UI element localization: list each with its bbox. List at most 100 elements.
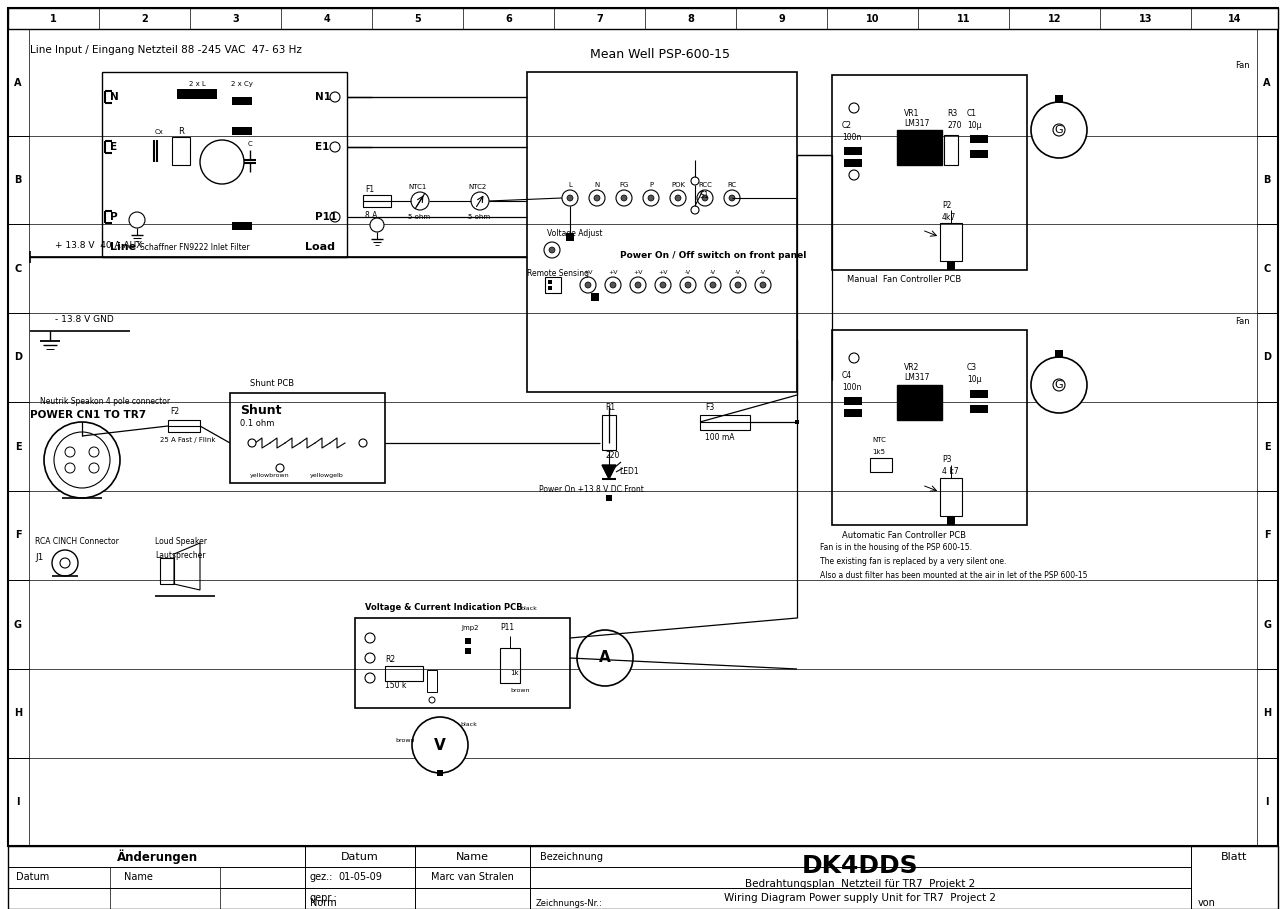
Bar <box>527 72 797 392</box>
Bar <box>172 137 190 165</box>
Text: 13: 13 <box>1138 14 1152 24</box>
Text: L: L <box>568 182 572 188</box>
Bar <box>844 159 862 167</box>
Circle shape <box>849 353 859 363</box>
Text: 1k5: 1k5 <box>872 449 885 455</box>
Text: 6: 6 <box>505 14 512 24</box>
Circle shape <box>412 192 430 210</box>
Text: Line Input / Eingang Netzteil 88 -245 VAC  47- 63 Hz: Line Input / Eingang Netzteil 88 -245 VA… <box>30 45 302 55</box>
Bar <box>231 97 252 105</box>
Text: 3: 3 <box>233 14 239 24</box>
Bar <box>1256 224 1278 313</box>
Text: +V: +V <box>658 269 667 275</box>
Text: Fan: Fan <box>1236 317 1250 326</box>
Text: RCA CINCH Connector: RCA CINCH Connector <box>35 537 118 546</box>
Circle shape <box>702 195 709 201</box>
Text: Name: Name <box>123 872 153 882</box>
Bar <box>8 136 30 224</box>
Bar <box>500 648 520 683</box>
Text: Voltage Adjust: Voltage Adjust <box>547 229 603 238</box>
Circle shape <box>724 190 739 206</box>
Circle shape <box>365 673 376 683</box>
Circle shape <box>248 439 256 447</box>
Text: Wiring Diagram Power supply Unit for TR7  Project 2: Wiring Diagram Power supply Unit for TR7… <box>724 893 995 903</box>
Bar <box>1256 491 1278 580</box>
Bar <box>844 397 862 405</box>
Circle shape <box>710 282 716 288</box>
Text: F: F <box>1264 531 1271 541</box>
Circle shape <box>66 463 75 473</box>
Circle shape <box>365 653 376 663</box>
Text: H: H <box>14 708 22 718</box>
Bar <box>168 420 201 432</box>
Text: LM317: LM317 <box>904 118 930 127</box>
Circle shape <box>680 277 696 293</box>
Bar <box>8 402 30 491</box>
Text: black: black <box>520 605 536 611</box>
Text: P: P <box>111 212 117 222</box>
Text: 2 x Cy: 2 x Cy <box>231 81 253 87</box>
Bar <box>231 127 252 135</box>
Bar <box>940 223 962 261</box>
Text: Datum: Datum <box>341 852 379 862</box>
Bar <box>602 415 616 450</box>
Text: -V: -V <box>710 269 716 275</box>
Circle shape <box>675 195 682 201</box>
Circle shape <box>643 190 658 206</box>
Circle shape <box>331 212 340 222</box>
Text: A: A <box>14 77 22 87</box>
Circle shape <box>201 140 244 184</box>
Bar <box>8 29 30 136</box>
Bar <box>844 409 862 417</box>
Bar <box>592 293 599 301</box>
Text: F: F <box>14 531 22 541</box>
Circle shape <box>697 190 712 206</box>
Circle shape <box>549 247 556 253</box>
Text: 0.1 ohm: 0.1 ohm <box>240 418 274 427</box>
Text: G: G <box>1055 125 1064 135</box>
Circle shape <box>630 277 646 293</box>
Text: E: E <box>14 442 22 452</box>
Bar <box>8 8 1278 29</box>
Text: Voltage & Current Indication PCB: Voltage & Current Indication PCB <box>365 604 522 613</box>
Circle shape <box>412 717 468 773</box>
Text: C3: C3 <box>967 364 977 373</box>
Bar <box>1256 580 1278 669</box>
Text: 4: 4 <box>323 14 331 24</box>
Text: F3: F3 <box>705 403 714 412</box>
Circle shape <box>471 192 489 210</box>
Bar <box>545 277 561 293</box>
Text: 100n: 100n <box>842 133 862 142</box>
Text: A: A <box>599 651 611 665</box>
Text: 7: 7 <box>597 14 603 24</box>
Bar <box>795 420 799 424</box>
Circle shape <box>670 190 685 206</box>
Bar <box>8 224 30 313</box>
Text: DK4DDS: DK4DDS <box>801 854 918 878</box>
Text: C: C <box>14 264 22 274</box>
Text: von: von <box>1199 898 1215 908</box>
Polygon shape <box>602 465 616 479</box>
Bar <box>548 286 552 290</box>
Bar <box>159 558 174 584</box>
Text: + 13.8 V  40 A AUX: + 13.8 V 40 A AUX <box>55 241 143 249</box>
Bar <box>606 495 612 501</box>
Bar <box>871 458 892 472</box>
Circle shape <box>562 190 577 206</box>
Text: S1: S1 <box>700 191 710 199</box>
Text: NTC2: NTC2 <box>468 184 486 190</box>
Text: 2: 2 <box>141 14 148 24</box>
Text: LM317: LM317 <box>904 374 930 383</box>
Text: D: D <box>1263 353 1271 363</box>
Text: Manual  Fan Controller PCB: Manual Fan Controller PCB <box>847 275 961 285</box>
Text: Norm: Norm <box>310 898 337 908</box>
Text: G: G <box>14 620 22 630</box>
Bar <box>231 222 252 230</box>
Bar <box>1256 402 1278 491</box>
Circle shape <box>1053 379 1065 391</box>
Text: 10μ: 10μ <box>967 121 981 129</box>
Text: R3: R3 <box>946 108 957 117</box>
Text: R: R <box>177 126 184 135</box>
Circle shape <box>691 206 700 214</box>
Text: Schaffner FN9222 Inlet Filter: Schaffner FN9222 Inlet Filter <box>140 243 249 252</box>
